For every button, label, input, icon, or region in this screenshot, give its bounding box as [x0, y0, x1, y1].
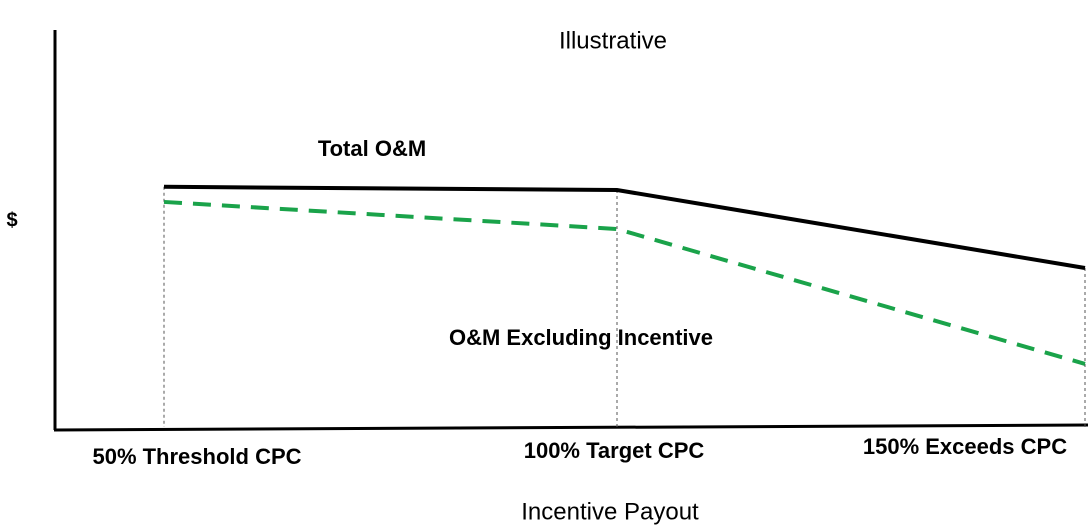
x-axis-label: Incentive Payout [521, 498, 699, 525]
x-tick-label: 50% Threshold CPC [92, 444, 301, 469]
series-label: O&M Excluding Incentive [449, 325, 713, 350]
y-axis-label: $ [6, 209, 17, 231]
series-line [163, 199, 1086, 366]
x-axis [53, 423, 1089, 432]
x-tick-label: 100% Target CPC [524, 438, 705, 463]
x-tick-label: 150% Exceeds CPC [863, 434, 1067, 459]
chart-title: Illustrative [559, 27, 667, 54]
series-label: Total O&M [318, 136, 426, 161]
series-line [163, 184, 1086, 270]
